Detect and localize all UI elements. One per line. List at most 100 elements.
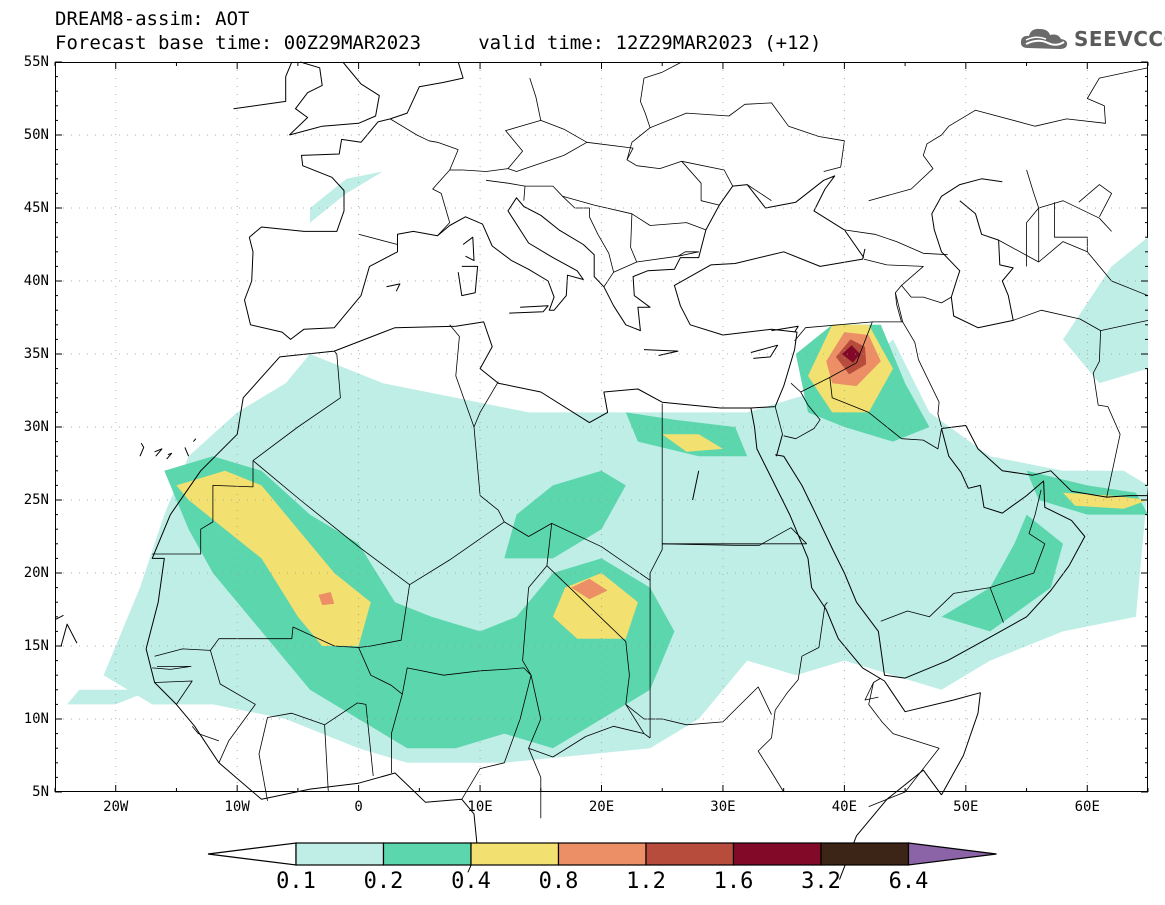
coastline-1: [145, 648, 479, 873]
country-border-35: [154, 648, 211, 657]
aot-level-0.2-libya: [504, 470, 626, 559]
aot-level-0.8-chad: [571, 578, 608, 600]
country-border-42: [523, 186, 526, 201]
lat-tick-label: 55N: [23, 54, 49, 70]
country-border-4: [473, 426, 505, 523]
colorbar-segment: [732, 842, 822, 866]
coastline-4: [941, 425, 1148, 498]
country-border-36: [333, 350, 338, 355]
country-border-41: [486, 179, 707, 231]
colorbar-under-arrow: [207, 842, 297, 866]
coastline-9: [289, 61, 323, 136]
country-border-22: [868, 677, 940, 807]
aot-level-0.4-egypt: [662, 434, 723, 452]
country-border-15: [829, 377, 942, 450]
lat-tick-label: 20N: [23, 565, 49, 581]
colorbar-tick-label: 1.2: [626, 869, 666, 894]
lat-tick-label: 50N: [23, 127, 49, 143]
lon-tick-label: 50E: [953, 799, 979, 815]
country-border-65: [1054, 202, 1088, 252]
coastline-16: [750, 344, 779, 359]
coastline-8: [289, 61, 380, 136]
lat-tick-label: 5N: [32, 784, 49, 800]
coastline-20: [166, 452, 173, 460]
country-border-31: [218, 704, 256, 763]
country-border-38: [432, 149, 459, 236]
coastline-6: [244, 175, 865, 340]
country-border-32: [191, 726, 220, 742]
country-border-51: [505, 77, 542, 169]
coastline-12: [457, 265, 479, 297]
country-border-60: [1038, 200, 1112, 232]
colorbar: [207, 842, 997, 866]
country-border-3: [409, 521, 807, 586]
country-border-49: [643, 61, 682, 79]
aot-level-0.1-iran: [1063, 237, 1148, 384]
colorbar-segment: [382, 842, 472, 866]
coastline-18: [139, 442, 145, 457]
country-border-33: [154, 680, 193, 705]
colorbar-segment: [645, 842, 735, 866]
lat-tick-label: 40N: [23, 273, 49, 289]
country-border-57: [1100, 320, 1149, 331]
coastline-11: [931, 178, 1014, 329]
coastline-7: [248, 61, 464, 238]
coastline-5: [771, 325, 799, 333]
coastline-2: [750, 407, 981, 796]
logo-text: SEEVCCC: [1074, 27, 1165, 51]
country-border-2: [210, 460, 410, 705]
country-border-62: [1078, 184, 1112, 217]
country-border-47: [681, 160, 734, 187]
colorbar-segment: [470, 842, 560, 866]
lon-tick-label: 40E: [831, 799, 858, 815]
country-border-23: [864, 682, 879, 701]
lon-tick-label: 10E: [467, 799, 493, 815]
coastline-22: [193, 438, 197, 442]
aot-level-0.1-biscay: [310, 171, 383, 223]
lat-tick-label: 10N: [23, 711, 49, 727]
coastline-13: [462, 236, 475, 262]
coastline-24: [54, 614, 64, 621]
country-border-40: [463, 141, 637, 172]
country-border-61: [1026, 169, 1040, 209]
country-border-44: [613, 213, 638, 273]
lon-tick-label: 20W: [103, 799, 129, 815]
title-model-variable: DREAM8-assim: AOT: [55, 8, 250, 30]
title-forecast-times: Forecast base time: 00Z29MAR2023 valid t…: [55, 32, 822, 54]
lon-tick-label: 30E: [710, 799, 736, 815]
country-border-66: [746, 184, 772, 202]
country-border-9: [546, 565, 651, 739]
colorbar-segment: [820, 842, 910, 866]
country-border-6: [473, 381, 499, 428]
country-border-30: [258, 712, 325, 801]
country-border-58: [998, 239, 1149, 296]
coastline-3: [775, 428, 1086, 679]
colorbar-tick-label: 6.4: [888, 869, 929, 894]
country-border-45: [636, 251, 699, 263]
country-border-39: [389, 118, 459, 150]
country-border-25: [528, 675, 645, 758]
country-border-26: [528, 748, 542, 819]
lon-tick-label: 20E: [588, 799, 615, 815]
country-border-37: [358, 233, 398, 245]
country-border-43: [562, 196, 614, 288]
country-border-54: [863, 258, 952, 304]
lat-tick-label: 25N: [23, 492, 49, 508]
country-border-5: [449, 324, 475, 428]
aot-level-0.2-oman: [941, 514, 1063, 632]
coastline-14: [509, 305, 549, 314]
colorbar-segment: [295, 842, 385, 866]
country-border-64: [1026, 207, 1040, 267]
coastline-19: [154, 448, 163, 457]
coastline-23: [60, 623, 78, 647]
aot-level-0.1-coast: [67, 689, 153, 705]
coastline-15: [643, 349, 679, 356]
country-border-13: [794, 285, 904, 342]
lon-tick-label: 60E: [1074, 799, 1100, 815]
coastline-21: [184, 447, 190, 457]
country-border-16: [783, 391, 821, 440]
country-border-55: [895, 292, 902, 323]
country-border-18: [989, 489, 1046, 588]
colorbar-tick-label: 0.4: [451, 869, 491, 894]
country-border-29: [324, 702, 374, 793]
